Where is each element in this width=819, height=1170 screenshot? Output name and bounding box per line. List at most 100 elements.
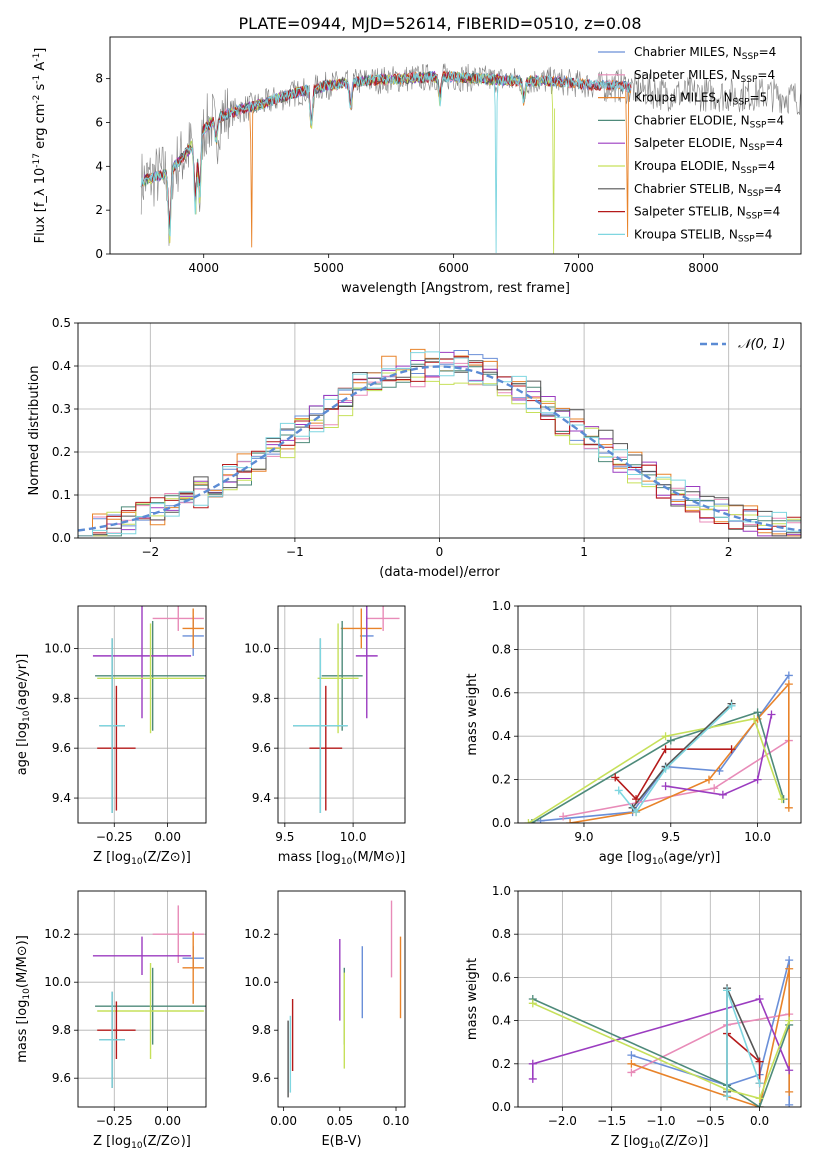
mass_vs_Z-point-salpeter-elodie (92, 936, 192, 975)
age_vs_Z-point-kroupa-miles (182, 608, 204, 649)
mass_vs_Z-series-layer (92, 905, 206, 1088)
mass_vs_Z-ytick-label: 10.2 (44, 927, 71, 941)
residuals-ytick-label: 0.3 (52, 402, 71, 416)
spectrum-ytick-label: 0 (95, 247, 103, 261)
residuals-ylabel: Normed distribution (27, 366, 42, 496)
spectrum-ytick-label: 6 (95, 115, 103, 129)
massweight_vs_age-series-kroupa-elodie-marker (524, 819, 533, 823)
age_vs_Z-ylabel: age [log10​(age/yr)] (15, 654, 32, 776)
massweight_vs_Z-xtick-label: −0.5 (696, 1114, 725, 1128)
age_vs_mass-xlabel: mass [log10​(M/M⊙)] (278, 850, 406, 867)
age_vs_mass-point-chabrier-elodie (321, 620, 363, 731)
massweight_vs_age-ytick-label: 0.2 (492, 773, 511, 787)
massweight_vs_Z-ytick-label: 0.2 (492, 1057, 511, 1071)
massweight_vs_Z-series-salpeter-stelib-marker (755, 1057, 764, 1066)
residuals-ytick-label: 0.2 (52, 445, 71, 459)
residuals-xtick-label: −1 (286, 545, 304, 559)
mass_vs_ebv-xtick-label: 0.00 (270, 1114, 297, 1128)
mass_vs_Z-ylabel: mass [log10​(M/M⊙)] (15, 935, 32, 1063)
massweight_vs_Z-series-kroupa-elodie-marker (528, 999, 537, 1008)
massweight_vs_Z-series-kroupa-miles-marker (785, 964, 794, 973)
massweight_vs_age-series-kroupa-stelib-marker (727, 701, 736, 710)
massweight_vs_age-series-salpeter-stelib-marker (661, 745, 670, 754)
massweight_vs_Z-series-kroupa-stelib-marker (755, 1079, 764, 1088)
massweight_vs_age-series-salpeter-elodie-marker (753, 775, 762, 784)
massweight_vs_Z-series-salpeter-elodie-marker (785, 1066, 794, 1075)
age_vs_mass-frame (277, 605, 406, 824)
massweight_vs_age-xlabel: age [log10​(age/yr)] (599, 850, 721, 867)
massweight_vs_Z-series-chabrier-elodie-line (532, 998, 790, 1107)
spectrum-legend-label: Chabrier MILES, NSSP​=4 (634, 45, 776, 62)
residuals-hist-kroupa-stelib (78, 351, 801, 537)
age_vs_mass-axes: 9.5 10.0 9.4 9.6 9.8 10.0 mass [log10​(M/M⊙)] (244, 605, 406, 867)
mass_vs_Z-frame (77, 890, 207, 1108)
massweight_vs_Z-ytick-label: 0.4 (492, 1014, 511, 1028)
massweight_vs_Z-series-salpeter-elodie-marker (528, 1059, 537, 1068)
massweight_vs_age-series-kroupa-stelib-marker (614, 786, 623, 795)
massweight_vs_Z-ytick-label: 0.6 (492, 970, 511, 984)
mass_vs_ebv-ytick-label: 9.6 (252, 1071, 271, 1085)
age_vs_mass-point-kroupa-miles (340, 608, 382, 649)
spectrum-xtick-label: 4000 (188, 261, 219, 275)
spectrum-legend-label: Kroupa MILES, NSSP​=5 (634, 91, 767, 108)
mass_vs_Z-ytick-label: 10.0 (44, 975, 71, 989)
mass_vs_ebv-ytick-label: 10.2 (244, 927, 271, 941)
massweight_vs_age-series-salpeter-miles-marker (559, 812, 568, 821)
spectrum-axes: 4000 5000 6000 7000 8000 0 2 4 6 8 wavelength [Ang… (32, 36, 802, 296)
massweight_vs_age-ytick-label: 0.8 (492, 642, 511, 656)
residuals-frame (77, 322, 802, 539)
spectrum-legend-label: Salpeter ELODIE, NSSP​=4 (634, 136, 783, 153)
massweight_vs_Z-series-salpeter-elodie-line (531, 998, 790, 1079)
residuals-series-layer (78, 348, 801, 537)
spectrum-legend-label: Salpeter STELIB, NSSP​=4 (634, 205, 780, 222)
mass_vs_ebv-ytick-label: 9.8 (252, 1023, 271, 1037)
plots: 4000 5000 6000 7000 8000 0 2 4 6 8 wavelength [Ang… (15, 36, 802, 1151)
age_vs_mass-xtick-label: 10.0 (340, 830, 367, 844)
massweight_vs_age-series-chabrier-elodie-marker (666, 736, 675, 745)
massweight_vs_age-series-salpeter-elodie-marker (767, 710, 776, 719)
spectrum-legend-label: Chabrier STELIB, NSSP​=4 (634, 182, 782, 199)
massweight_vs_age-frame (517, 605, 802, 824)
spectrum-xlabel: wavelength [Angstrom, rest frame] (341, 281, 570, 296)
massweight_vs_age-series-salpeter-stelib-line (614, 748, 732, 801)
mass_vs_Z-xtick-label: 0.00 (154, 1114, 181, 1128)
mass_vs_ebv-xtick-label: 0.10 (383, 1114, 410, 1128)
mass_vs_Z-point-kroupa-stelib (99, 991, 125, 1088)
massweight_vs_Z-plot-area (518, 891, 801, 1107)
age_vs_mass-point-salpeter-stelib (309, 685, 343, 811)
age_vs_Z-point-kroupa-stelib (99, 638, 125, 814)
massweight_vs_age-series-kroupa-miles-marker (566, 819, 575, 823)
figure-title: PLATE=0944, MJD=52614, FIBERID=0510, z=0… (238, 14, 641, 33)
spectrum-model-kroupa-stelib (140, 70, 632, 254)
spectrum-xtick-label: 6000 (438, 261, 469, 275)
age_vs_Z-point-salpeter-miles (152, 606, 204, 631)
spectrum-ytick-label: 8 (95, 72, 103, 86)
spectrum-legend-label: Kroupa ELODIE, NSSP​=4 (634, 159, 775, 176)
massweight_vs_age-xtick-label: 9.5 (661, 830, 680, 844)
massweight_vs_Z-series-kroupa-elodie-marker (785, 1016, 794, 1025)
residuals-legend: 𝒩(0, 1) (700, 337, 785, 352)
age_vs_mass-ytick-label: 9.8 (252, 691, 271, 705)
spectrum-ytick-label: 4 (95, 159, 103, 173)
massweight_vs_Z-series-kroupa-elodie-line (532, 1002, 790, 1100)
mass_vs_ebv-xtick-label: 0.05 (326, 1114, 353, 1128)
mass_vs_ebv-xlabel: E(B-V) (321, 1134, 361, 1149)
massweight_vs_Z-xlabel: Z [log10​(Z/Z⊙)] (611, 1134, 709, 1151)
age_vs_Z-xtick-label: 0.00 (154, 830, 181, 844)
age_vs_Z-ytick-label: 9.4 (52, 791, 71, 805)
age_vs_Z-point-chabrier-elodie (95, 620, 206, 731)
massweight_vs_age-series-salpeter-elodie-marker (718, 790, 727, 799)
mass_vs_Z-ytick-label: 9.6 (52, 1071, 71, 1085)
massweight_vs_age-ytick-label: 1.0 (492, 599, 511, 613)
age_vs_Z-ytick-label: 9.6 (52, 741, 71, 755)
residuals-axes: −2 −1 0 1 2 0.0 0.1 0.2 0.3 0.4 0.5 (data-model)/er… (27, 316, 802, 580)
age_vs_Z-xtick-label: −0.25 (96, 830, 133, 844)
residuals-xtick-label: −2 (141, 545, 159, 559)
massweight_vs_Z-series-chabrier-miles-marker (785, 956, 794, 965)
age_vs_Z-point-kroupa-elodie (97, 623, 204, 734)
massweight_vs_Z-series-kroupa-stelib-marker (723, 986, 732, 995)
massweight_vs_age-series-kroupa-elodie-marker (750, 714, 759, 723)
massweight_vs_Z-frame (517, 890, 802, 1108)
massweight_vs_age-series-salpeter-stelib-marker (727, 745, 736, 754)
massweight_vs_age-series-kroupa-miles-marker (704, 775, 713, 784)
